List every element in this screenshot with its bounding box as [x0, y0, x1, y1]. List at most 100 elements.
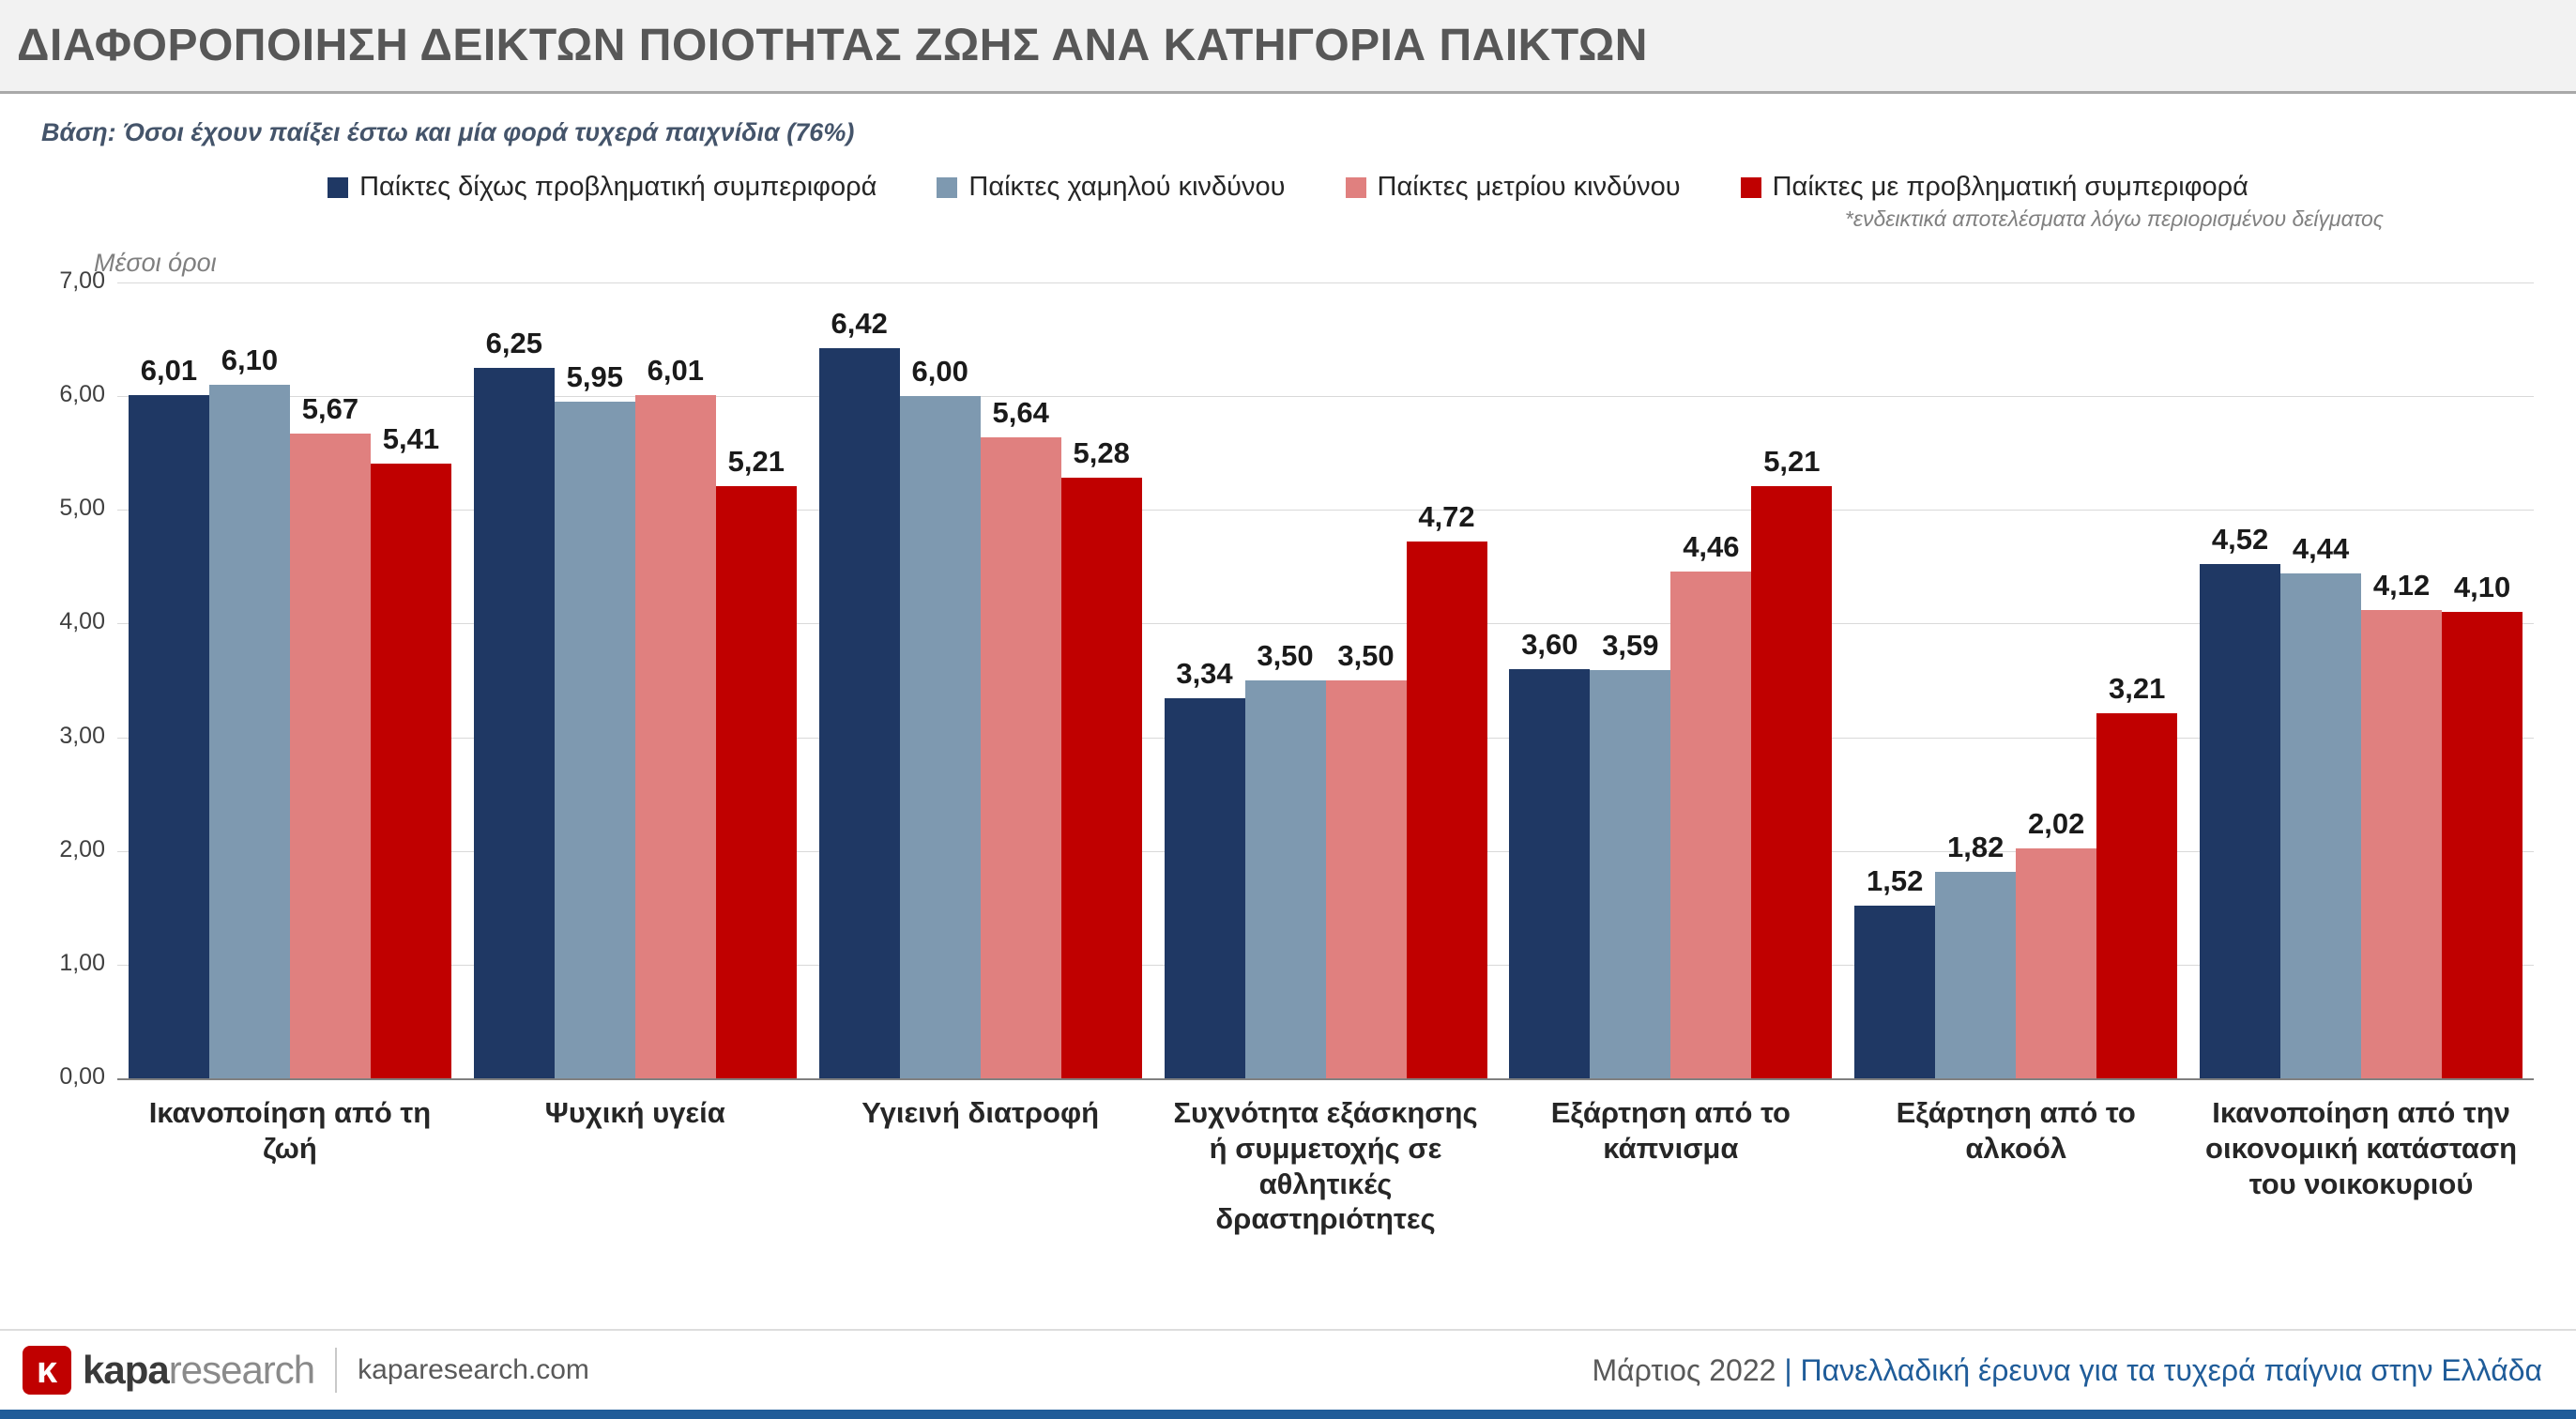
bar-series-4: 3,21: [2096, 672, 2178, 1078]
bar-series-2: 6,10: [208, 343, 290, 1078]
bar-series-4: 4,10: [2442, 571, 2523, 1078]
footer: κ kaparesearch kaparesearch.com Μάρτιος …: [0, 1329, 2576, 1419]
bar-value-label: 5,67: [301, 392, 359, 426]
bar-series-4: 5,28: [1060, 436, 1142, 1078]
legend-swatch: [328, 176, 349, 198]
bar-group-7: 4,52 4,44 4,12 4,10: [2188, 282, 2534, 1078]
y-axis-tick: 2,00: [59, 835, 105, 862]
bar-value-label: 6,10: [221, 343, 279, 377]
bar-series-2: 5,95: [554, 360, 635, 1078]
y-axis-tick: 5,00: [59, 495, 105, 522]
bar-value-label: 3,21: [2109, 672, 2166, 706]
bar-series-4: 5,21: [1751, 445, 1833, 1078]
bar-value-label: 6,01: [647, 353, 704, 387]
bar-series-1: 1,52: [1854, 864, 1936, 1078]
bar-series-1: 3,60: [1509, 628, 1591, 1078]
gridline: [117, 510, 2534, 511]
gridline: [117, 396, 2534, 398]
x-axis-label-6: Εξάρτηση από το αλκοόλ: [1896, 1096, 2136, 1165]
y-axis-tick: 3,00: [59, 722, 105, 749]
bar-series-3: 2,02: [2016, 807, 2097, 1078]
bar-series-1: 6,25: [473, 327, 555, 1078]
bar-value-label: 4,72: [1418, 500, 1475, 534]
bar-series-3: 5,67: [289, 392, 371, 1078]
legend-footnote: *ενδεικτικά αποτελέσματα λόγω περιορισμέ…: [1844, 206, 2384, 231]
legend-label: Παίκτες δίχως προβληματική συμπεριφορά: [359, 172, 877, 202]
bar-value-label: 1,52: [1867, 863, 1924, 897]
website-text: kaparesearch.com: [358, 1354, 589, 1385]
footer-source: Μάρτιος 2022 | Πανελλαδική έρευνα για τα…: [1592, 1353, 2542, 1388]
footer-date: Μάρτιος 2022: [1592, 1352, 1776, 1387]
bar-value-label: 6,25: [485, 326, 542, 359]
legend-item-2: Παίκτες χαμηλού κινδύνου: [937, 172, 1286, 203]
bar-value-label: 5,28: [1073, 436, 1130, 470]
legend-item-4: Παίκτες με προβληματική συμπεριφορά: [1740, 172, 2248, 203]
footer-survey-title: Πανελλαδική έρευνα για τα τυχερά παίγνια…: [1800, 1352, 2542, 1387]
footer-divider: [335, 1348, 338, 1393]
x-axis-label-2: Ψυχική υγεία: [544, 1096, 725, 1129]
legend-item-3: Παίκτες μετρίου κινδύνου: [1345, 172, 1681, 203]
bar-value-label: 4,52: [2211, 523, 2269, 557]
bar-series-3: 4,46: [1670, 530, 1752, 1078]
x-axis-label-7: Ικανοποίηση από την οικονομική κατάσταση…: [2205, 1096, 2518, 1200]
footer-left: κ kaparesearch kaparesearch.com: [23, 1346, 589, 1395]
bar-series-1: 4,52: [2200, 523, 2281, 1078]
bar-value-label: 2,02: [2028, 807, 2085, 841]
legend-item-1: Παίκτες δίχως προβληματική συμπεριφορά: [328, 172, 876, 203]
bar-group-6: 1,52 1,82 2,02 3,21: [1843, 282, 2188, 1078]
chart-area: Μέσοι όροι 0,00 1,00 2,00 3,00 4,00 5,00 6,00 7…: [28, 249, 2534, 1237]
footer-accent-bar: [0, 1410, 2576, 1419]
bar-value-label: 3,59: [1602, 629, 1659, 663]
base-note: Βάση: Όσοι έχουν παίξει έστω και μία φορ…: [41, 118, 855, 146]
y-axis-title: Μέσοι όροι: [94, 249, 217, 277]
bar-group-1: 6,01 6,10 5,67 5,41: [117, 282, 463, 1078]
bar-group-5: 3,60 3,59 4,46 5,21: [1498, 282, 1843, 1078]
bar-series-3: 6,01: [634, 354, 716, 1078]
footer-separator: |: [1784, 1352, 1792, 1387]
x-axis-label-1: Ικανοποίηση από τη ζωή: [148, 1096, 432, 1165]
bar-value-label: 6,00: [911, 355, 968, 389]
logo-secondary-text: research: [168, 1348, 315, 1392]
legend-swatch: [1345, 176, 1366, 198]
bar-group-2: 6,25 5,95 6,01 5,21: [463, 282, 808, 1078]
page-title: ΔΙΑΦΟΡΟΠΟΙΗΣΗ ΔΕΙΚΤΩΝ ΠΟΙΟΤΗΤΑΣ ΖΩΗΣ ΑΝΑ…: [17, 21, 1648, 70]
logo-primary-text: kapa: [83, 1348, 170, 1392]
bar-group-3: 6,42 6,00 5,64 5,28: [808, 282, 1153, 1078]
kapa-research-logo-icon: κ: [23, 1346, 71, 1395]
legend-label: Παίκτες χαμηλού κινδύνου: [968, 172, 1286, 202]
bar-value-label: 3,50: [1337, 639, 1395, 672]
y-axis-tick: 1,00: [59, 949, 105, 976]
bar-value-label: 5,21: [727, 444, 785, 478]
y-axis-tick: 6,00: [59, 381, 105, 408]
bar-value-label: 6,42: [831, 307, 888, 341]
header: ΔΙΑΦΟΡΟΠΟΙΗΣΗ ΔΕΙΚΤΩΝ ΠΟΙΟΤΗΤΑΣ ΖΩΗΣ ΑΝΑ…: [0, 0, 2576, 94]
bar-series-3: 5,64: [980, 396, 1061, 1078]
bar-value-label: 3,34: [1176, 657, 1233, 691]
y-axis-tick: 4,00: [59, 608, 105, 635]
gridline: [117, 282, 2534, 283]
bar-value-label: 4,46: [1683, 529, 1740, 563]
kapa-research-logo: kaparesearch: [83, 1348, 315, 1393]
bar-value-label: 5,41: [382, 421, 440, 455]
bar-value-label: 4,10: [2453, 571, 2511, 604]
x-axis-label-3: Υγιεινή διατροφή: [861, 1096, 1100, 1129]
bar-series-2: 3,59: [1590, 629, 1671, 1078]
x-axis-label-4: Συχνότητα εξάσκησης ή συμμετοχής σε αθλη…: [1173, 1096, 1478, 1236]
bar-series-1: 6,42: [818, 307, 900, 1078]
bar-value-label: 6,01: [140, 353, 198, 387]
x-axis-labels: Ικανοποίηση από τη ζωή Ψυχική υγεία Υγιειν…: [117, 1095, 2534, 1237]
bar-value-label: 4,44: [2292, 532, 2350, 566]
bar-series-2: 3,50: [1244, 639, 1326, 1078]
bar-series-3: 4,12: [2361, 569, 2443, 1078]
y-axis-tick: 0,00: [59, 1063, 105, 1090]
bar-value-label: 3,60: [1521, 627, 1578, 661]
bar-series-1: 3,34: [1164, 657, 1245, 1078]
bar-series-4: 4,72: [1406, 500, 1487, 1078]
x-axis-label-5: Εξάρτηση από το κάπνισμα: [1550, 1096, 1791, 1165]
legend-label: Παίκτες μετρίου κινδύνου: [1377, 172, 1681, 202]
bar-series-2: 4,44: [2280, 532, 2362, 1078]
bar-group-4: 3,34 3,50 3,50 4,72: [1153, 282, 1499, 1078]
bar-value-label: 3,50: [1257, 639, 1314, 672]
bar-value-label: 5,95: [566, 360, 623, 394]
bar-series-3: 3,50: [1325, 639, 1407, 1078]
